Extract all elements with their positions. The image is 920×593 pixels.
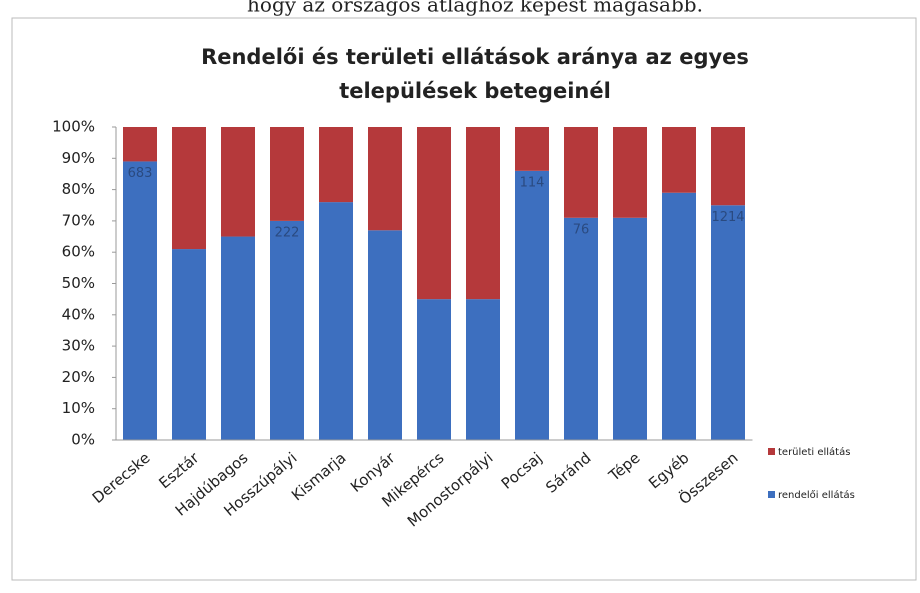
bar-segment [270,127,304,221]
bar-segment [613,127,647,218]
data-label: 222 [275,225,300,240]
bar-segment [123,127,157,162]
legend-label: területi ellátás [778,446,850,458]
legend-label: rendelői ellátás [778,489,855,501]
bar-segment [172,249,206,440]
bar-segment [417,127,451,300]
y-tick-label: 60% [62,243,95,261]
bar-segment [319,202,353,440]
y-tick-label: 90% [62,149,95,167]
x-tick-label: Derecske [89,449,154,507]
chart-title: Rendelői és területi ellátások aránya az… [201,45,749,69]
y-tick-label: 10% [62,399,95,417]
bar-segment [368,230,402,440]
bar-segment [564,127,598,218]
bar-segment [368,127,402,231]
bar-segment [711,205,745,440]
data-label: 114 [520,175,545,190]
legend-swatch [768,491,775,498]
bar-segment [662,127,696,193]
header-text: hogy az országos átlaghoz képest magasab… [247,0,703,17]
x-tick-label: Tépe [605,449,644,486]
y-tick-label: 40% [62,305,95,323]
data-label: 1214 [711,210,744,225]
chart-frame [11,17,917,581]
bar-segment [466,299,500,440]
bar-segment [613,217,647,440]
bar-segment [319,127,353,203]
bar-segment [515,127,549,171]
bar-segment [221,236,255,440]
y-tick-label: 50% [62,274,95,292]
x-tick-label: Kismarja [288,449,349,505]
x-tick-label: Sáránd [542,449,594,497]
bar-segment [564,217,598,440]
bar-segment [417,299,451,440]
y-tick-label: 100% [52,118,95,136]
y-tick-label: 30% [62,337,95,355]
bar-segment [662,192,696,440]
bar-segment [466,127,500,300]
bar-segment [123,161,157,440]
y-tick-label: 80% [62,180,95,198]
bar-segment [515,170,549,440]
y-tick-label: 0% [71,431,95,449]
data-label: 76 [573,222,590,237]
chart-title: települések betegeinél [339,79,611,103]
bar-segment [711,127,745,206]
bar-segment [172,127,206,250]
legend-swatch [768,448,775,455]
y-tick-label: 20% [62,368,95,386]
x-tick-label: Monostorpályi [404,449,497,531]
bar-segment [221,127,255,237]
x-tick-label: Pocsaj [498,449,546,493]
y-tick-label: 70% [62,211,95,229]
bar-segment [270,220,304,440]
data-label: 683 [128,166,153,181]
